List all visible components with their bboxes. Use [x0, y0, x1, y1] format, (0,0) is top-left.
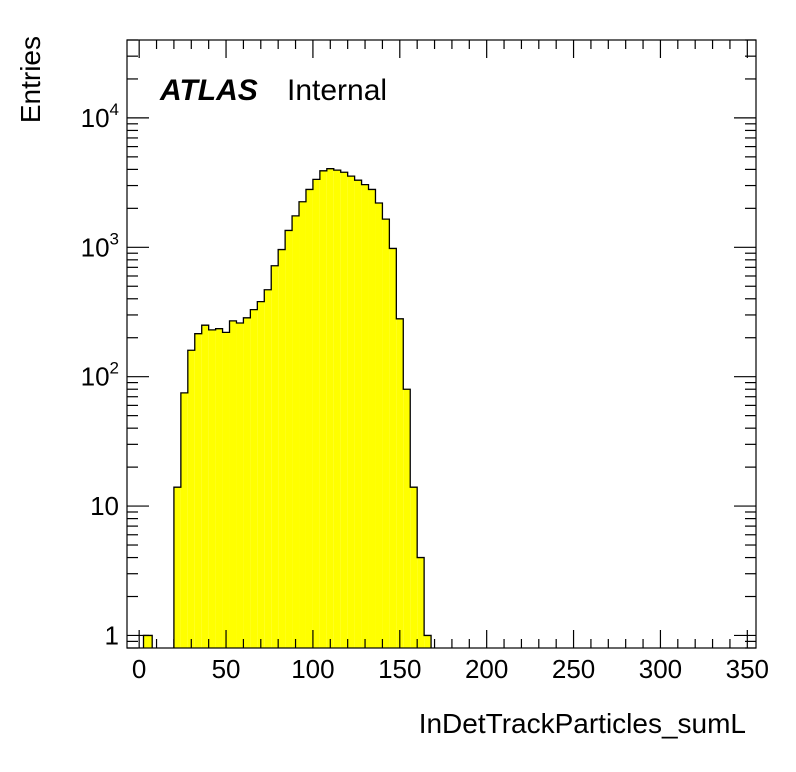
histogram-bar — [326, 168, 334, 648]
histogram-bar — [417, 557, 425, 648]
histogram-bar — [424, 635, 432, 648]
histogram-bar — [243, 317, 251, 648]
axis-ticks — [127, 39, 756, 649]
histogram-bars — [143, 168, 432, 649]
x-tick-label: 200 — [465, 654, 508, 684]
histogram-bar — [264, 289, 272, 648]
histogram-bar — [271, 265, 279, 648]
histogram-bar — [299, 201, 306, 648]
histogram-bar — [208, 329, 216, 648]
y-tick-label: 104 — [81, 100, 119, 133]
histogram-bar — [389, 248, 397, 648]
histogram-bar — [285, 230, 293, 648]
internal-label: Internal — [287, 74, 387, 107]
histogram-bar — [361, 184, 369, 648]
histogram-bar — [382, 219, 390, 648]
histogram-bar — [278, 249, 286, 648]
y-tick-label: 102 — [81, 359, 119, 392]
histogram-bar — [305, 189, 313, 648]
atlas-label: ATLAS — [159, 74, 258, 107]
x-tick-label: 250 — [552, 654, 595, 684]
histogram-bar — [215, 328, 223, 648]
histogram-bar — [368, 189, 376, 648]
histogram-bar — [187, 350, 195, 648]
x-tick-label: 150 — [378, 654, 421, 684]
y-tick-label: 103 — [81, 229, 119, 262]
histogram-bar — [333, 170, 341, 648]
y-tick-label: 10 — [90, 491, 119, 521]
x-tick-label: 0 — [132, 654, 146, 684]
x-tick-label: 300 — [639, 654, 682, 684]
histogram-bar — [410, 487, 418, 648]
y-tick-labels: 1 10 102 103 104 — [81, 100, 119, 651]
x-tick-label: 350 — [726, 654, 769, 684]
x-tick-label: 50 — [212, 654, 241, 684]
histogram-bar — [312, 179, 320, 649]
x-tick-label: 100 — [291, 654, 334, 684]
y-tick-label: 1 — [105, 620, 119, 650]
histogram-bar — [194, 333, 202, 648]
y-axis-title: Entries — [15, 36, 46, 123]
histogram-bar — [319, 170, 327, 648]
histogram-outline — [173, 168, 432, 648]
histogram-bar — [180, 392, 188, 648]
histogram-bar — [396, 318, 404, 648]
histogram-bar — [403, 389, 411, 648]
histogram-bar — [236, 322, 244, 648]
histogram-bar — [347, 176, 355, 648]
histogram-bar — [257, 301, 265, 648]
histogram-bar — [229, 320, 237, 648]
histogram-bar — [340, 172, 348, 648]
x-axis-title: InDetTrackParticles_sumL — [419, 708, 746, 739]
histogram-bar — [250, 309, 258, 648]
plot-frame — [126, 39, 757, 649]
x-tick-labels: 0 50 100 150 200 250 300 350 — [132, 654, 769, 684]
histogram-bar — [222, 332, 230, 648]
histogram-bar — [375, 202, 383, 648]
histogram-bar — [201, 325, 209, 648]
histogram-bar — [354, 180, 362, 649]
histogram-bar — [143, 635, 153, 648]
histogram-bar — [173, 487, 181, 648]
histogram-bar — [292, 215, 300, 648]
